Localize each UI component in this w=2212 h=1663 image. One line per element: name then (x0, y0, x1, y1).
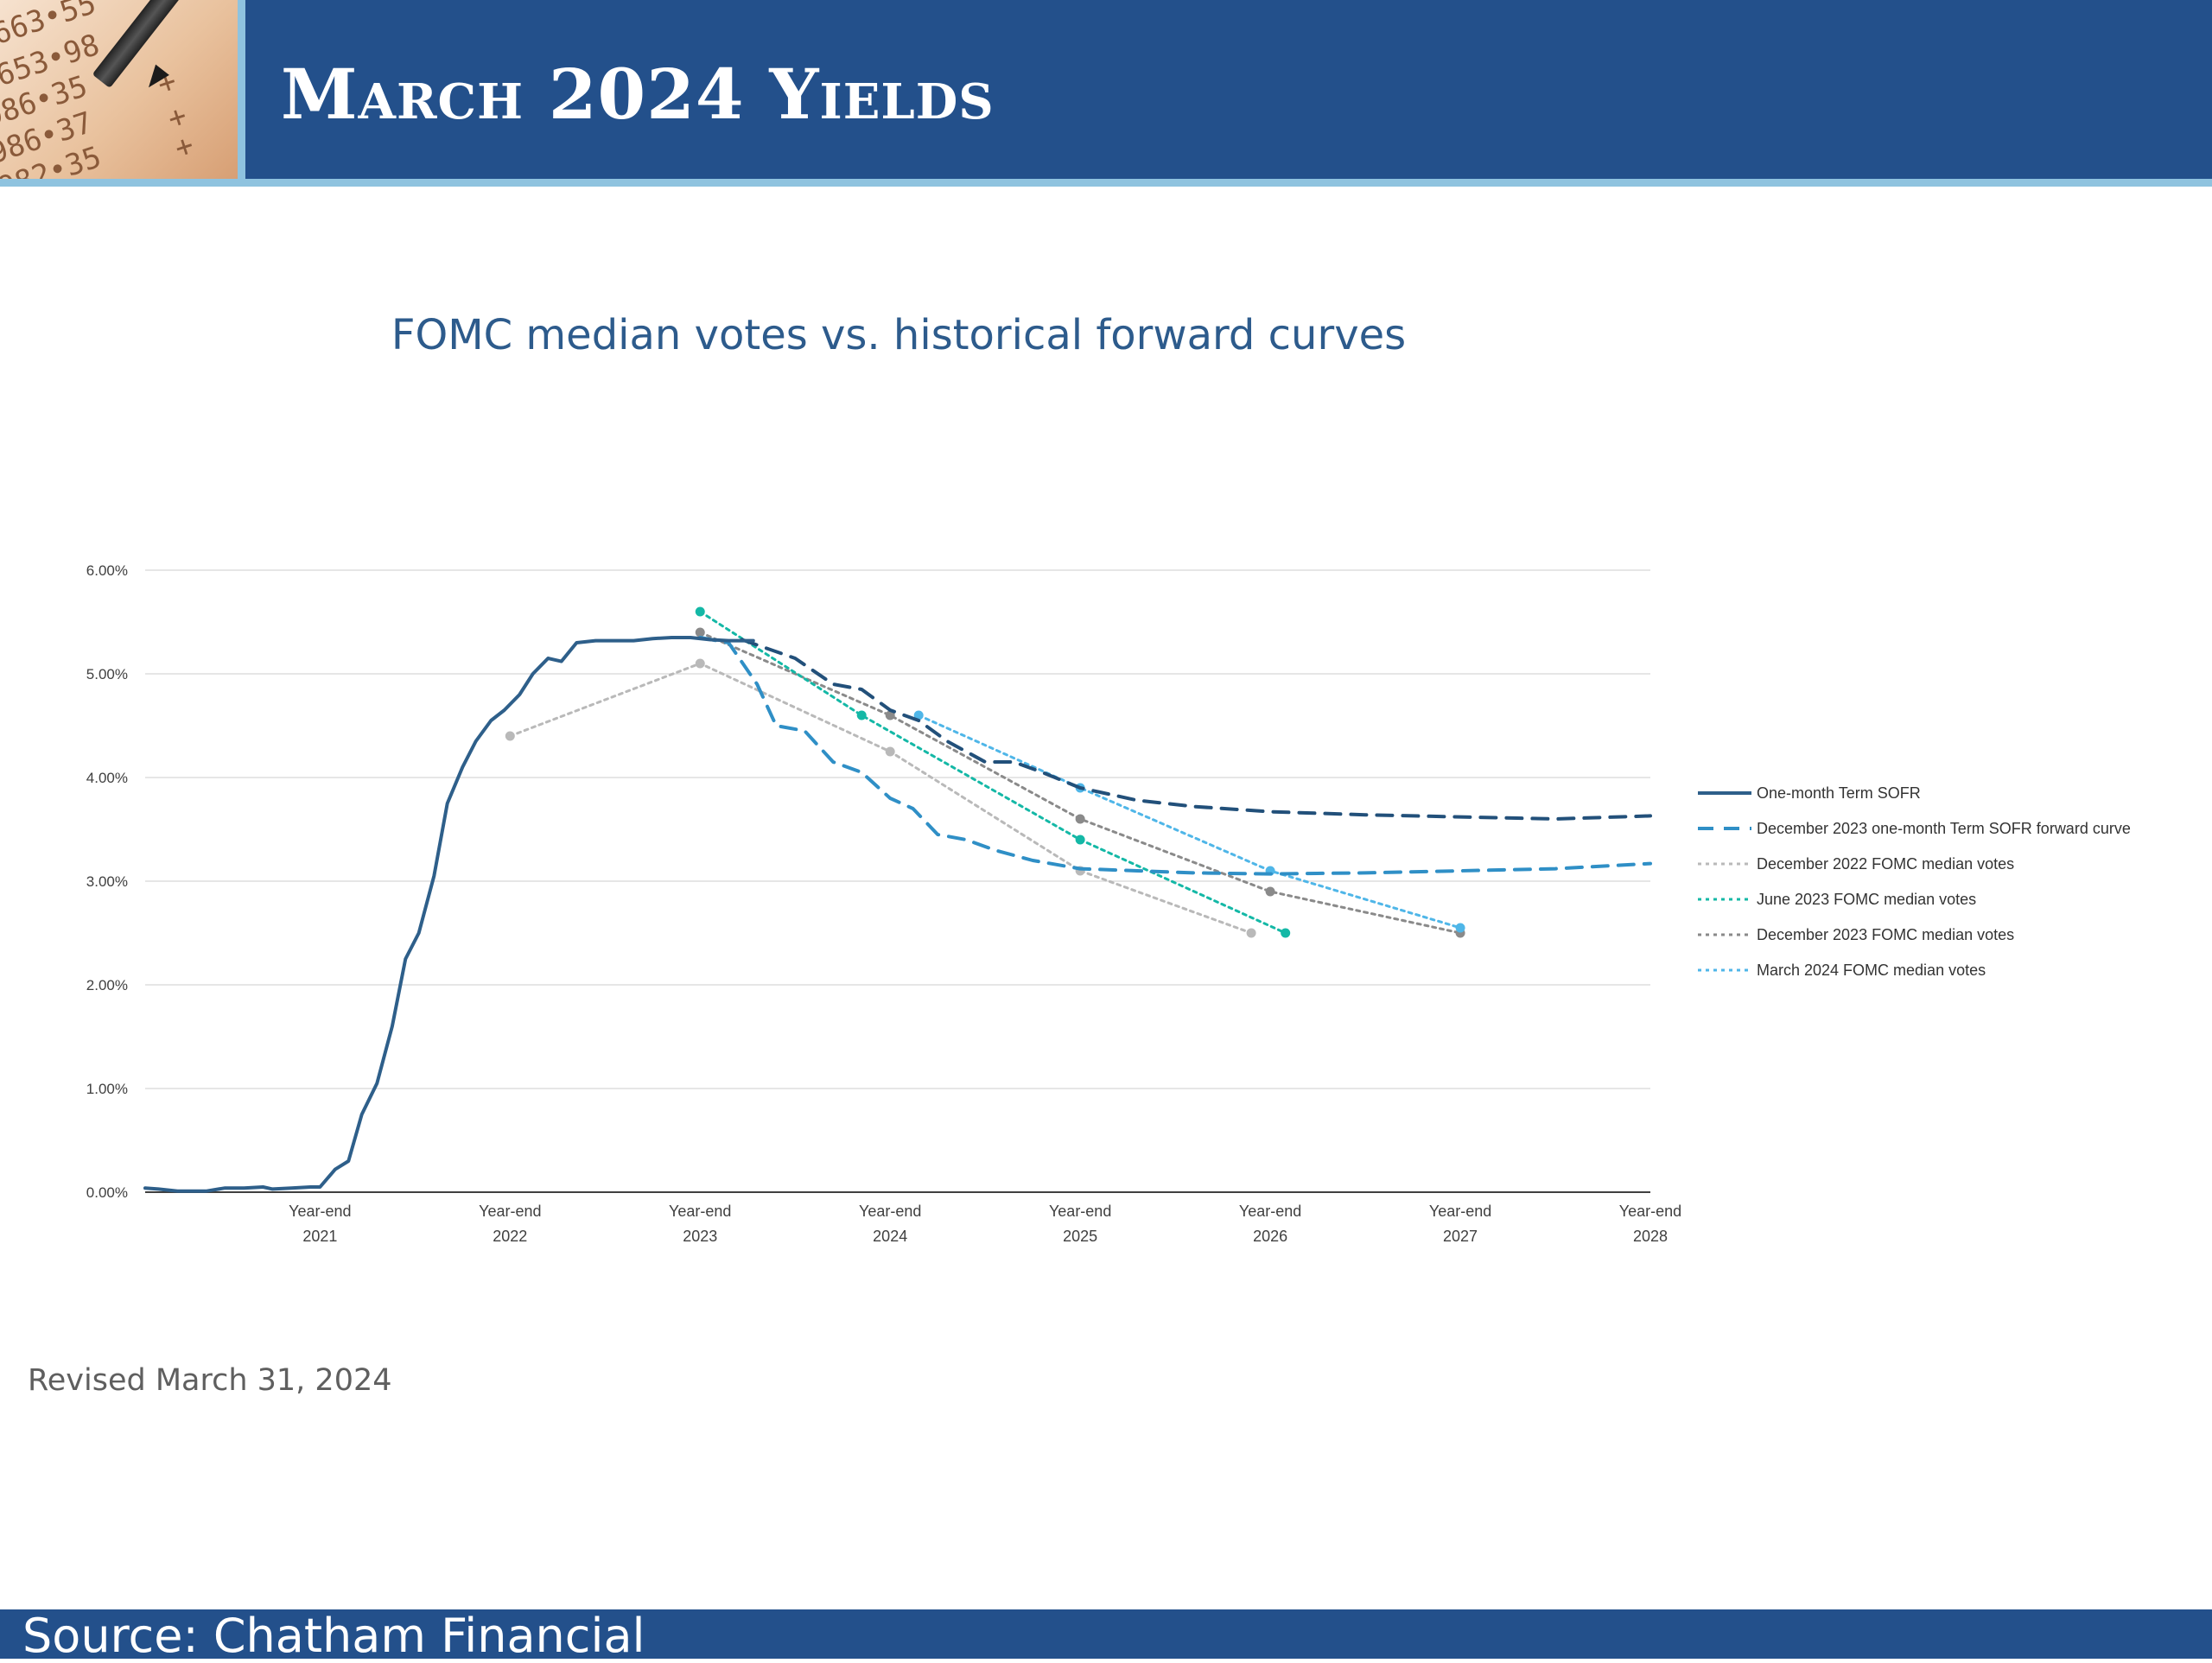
data-point (913, 710, 924, 720)
y-tick-label: 6.00% (86, 562, 128, 579)
legend-label: June 2023 FOMC median votes (1757, 891, 1976, 908)
revised-date-note: Revised March 31, 2024 (28, 1363, 392, 1398)
source-text: Source: Chatham Financial (22, 1609, 645, 1663)
x-tick-label: 2026 (1253, 1228, 1287, 1245)
legend-label: March 2024 FOMC median votes (1757, 962, 1986, 979)
data-point (856, 710, 867, 720)
x-tick-label: Year-end (859, 1203, 921, 1220)
x-tick-label: 2023 (683, 1228, 717, 1245)
x-tick-label: Year-end (1239, 1203, 1301, 1220)
data-point (1455, 923, 1465, 933)
legend-label: December 2023 one-month Term SOFR forwar… (1757, 820, 2131, 837)
data-point (695, 627, 705, 638)
y-tick-label: 4.00% (86, 770, 128, 786)
y-tick-label: 3.00% (86, 873, 128, 890)
series-line (698, 610, 1287, 935)
x-tick-label: 2028 (1633, 1228, 1668, 1245)
data-point (885, 710, 895, 720)
slide-title: March 2024 Yields (281, 54, 995, 135)
y-tick-label: 5.00% (86, 666, 128, 682)
x-tick-label: 2027 (1443, 1228, 1478, 1245)
data-point (1075, 835, 1085, 845)
x-tick-label: Year-end (669, 1203, 731, 1220)
x-tick-label: Year-end (1619, 1203, 1681, 1220)
series-line (143, 636, 755, 1193)
y-tick-label: 1.00% (86, 1081, 128, 1097)
data-point (1265, 886, 1275, 897)
data-point (1246, 928, 1256, 938)
legend-label: One-month Term SOFR (1757, 784, 1921, 802)
series-line (698, 636, 1652, 876)
x-tick-label: 2022 (493, 1228, 527, 1245)
slide-footer (0, 1609, 2212, 1659)
y-tick-label: 0.00% (86, 1184, 128, 1201)
y-tick-label: 2.00% (86, 977, 128, 993)
slide-header: 663•55 653•98 986•35 986•37 982•35 + + +… (0, 0, 2212, 187)
legend-label: December 2023 FOMC median votes (1757, 926, 2014, 943)
data-point (885, 746, 895, 757)
x-tick-label: 2021 (302, 1228, 337, 1245)
x-tick-label: Year-end (1429, 1203, 1491, 1220)
x-tick-label: Year-end (479, 1203, 541, 1220)
x-tick-label: Year-end (1049, 1203, 1111, 1220)
data-point (695, 606, 705, 617)
x-tick-label: 2024 (873, 1228, 907, 1245)
series-line (740, 638, 1652, 821)
header-thumbnail-image: 663•55 653•98 986•35 986•37 982•35 + + + (0, 0, 245, 179)
x-tick-label: Year-end (289, 1203, 351, 1220)
x-tick-label: 2025 (1063, 1228, 1097, 1245)
legend-label: December 2022 FOMC median votes (1757, 855, 2014, 873)
series-line (917, 714, 1462, 930)
line-chart: 0.00% 1.00% 2.00% 3.00% 4.00% 5.00% 6.00% Year-… (86, 562, 2131, 1245)
data-point (1281, 928, 1291, 938)
series-line (698, 631, 1462, 935)
data-point (695, 658, 705, 669)
data-point (1075, 814, 1085, 824)
chart-title: FOMC median votes vs. historical forward… (391, 311, 1407, 359)
data-point (505, 731, 515, 741)
